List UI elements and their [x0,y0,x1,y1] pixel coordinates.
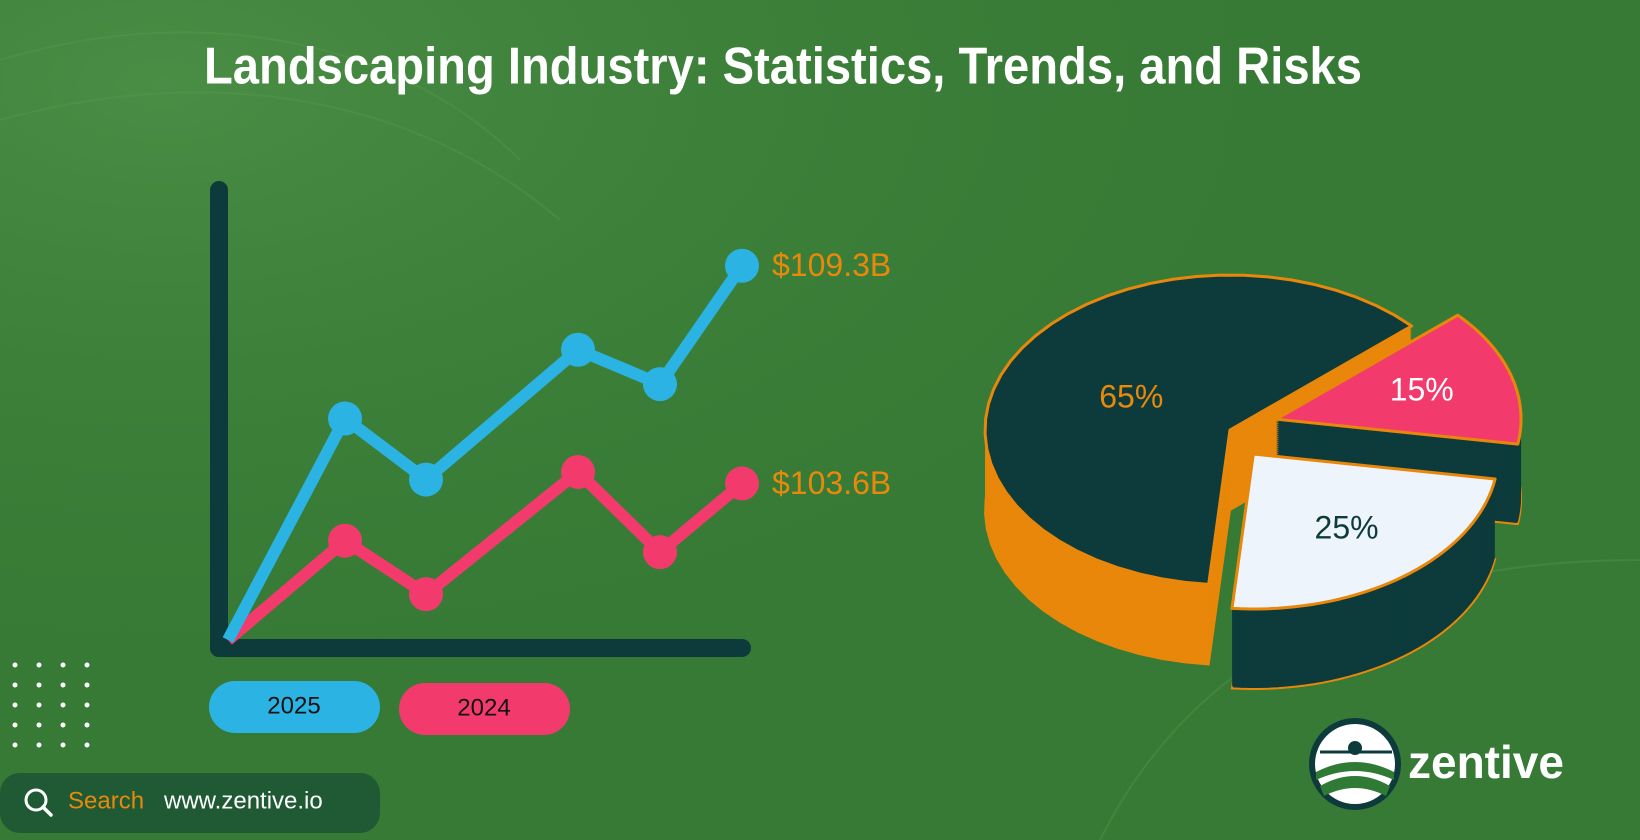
data-point [409,577,443,612]
dot [84,722,90,728]
dot [60,722,66,728]
data-point [328,523,362,558]
slice-label: 15% [1390,371,1454,407]
legend-label: 2024 [457,694,510,721]
dot [60,742,66,748]
search-url: www.zentive.io [163,787,323,814]
value-label: $103.6B [772,465,891,501]
dot [36,662,42,668]
dot [12,682,18,688]
page-title: Landscaping Industry: Statistics, Trends… [204,38,1362,96]
pie-slice [1274,313,1523,446]
data-point [643,535,677,570]
slice-label: 65% [1099,378,1163,414]
legend-pill [399,683,570,735]
dot [60,662,66,668]
dot [84,742,90,748]
dot [36,682,42,688]
data-point [561,454,595,489]
logo-hill [1320,776,1390,796]
search-bar[interactable] [0,773,380,833]
legend-pill [209,681,380,733]
data-point [561,332,595,367]
dot [84,702,90,708]
dot-pattern [12,662,90,748]
data-point [328,401,362,436]
data-point [409,462,443,497]
series-line [224,465,746,645]
pie-slice [1230,452,1497,611]
logo-hill [1316,762,1394,780]
logo: zentive [1309,718,1564,810]
dot [84,662,90,668]
series-line [222,262,747,643]
dot [12,742,18,748]
dot [36,742,42,748]
pie-slice [983,273,1414,586]
search-label: Search [68,787,144,814]
search-icon [24,788,48,812]
dot [12,702,18,708]
legend-label: 2025 [267,692,320,719]
logo-text: zentive [1408,736,1564,788]
value-label: $109.3B [772,247,891,283]
slice-label: 25% [1315,509,1379,545]
dot [12,662,18,668]
dot [36,722,42,728]
dot [60,702,66,708]
data-point [725,248,759,283]
dot [84,682,90,688]
search-icon-handle [41,805,53,817]
data-point [643,367,677,402]
dot [36,702,42,708]
dot [60,682,66,688]
dot [12,722,18,728]
data-point [725,466,759,501]
